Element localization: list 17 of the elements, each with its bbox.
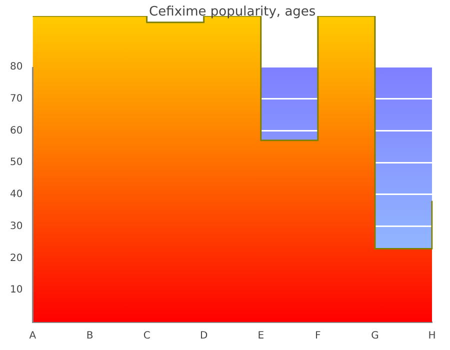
x-tick-label: C xyxy=(143,330,150,342)
y-tick-label: 20 xyxy=(10,252,23,264)
chart-title: Cefixime popularity, ages xyxy=(149,4,316,20)
x-tick-label: D xyxy=(200,330,208,342)
y-tick-label: 60 xyxy=(10,125,23,136)
x-tick-label: A xyxy=(29,330,36,342)
y-tick-label: 80 xyxy=(10,62,23,73)
x-tick-label: G xyxy=(371,330,379,342)
y-tick-label: 10 xyxy=(10,284,23,296)
y-tick-label: 50 xyxy=(10,157,23,168)
y-tick-label: 30 xyxy=(10,220,23,232)
x-tick-label: B xyxy=(86,330,94,342)
y-tick-label: 70 xyxy=(10,93,23,104)
x-tick-label: F xyxy=(315,330,322,342)
y-tick-label: 40 xyxy=(10,189,23,200)
x-tick-label: E xyxy=(258,330,264,342)
x-tick-label: H xyxy=(428,330,436,342)
